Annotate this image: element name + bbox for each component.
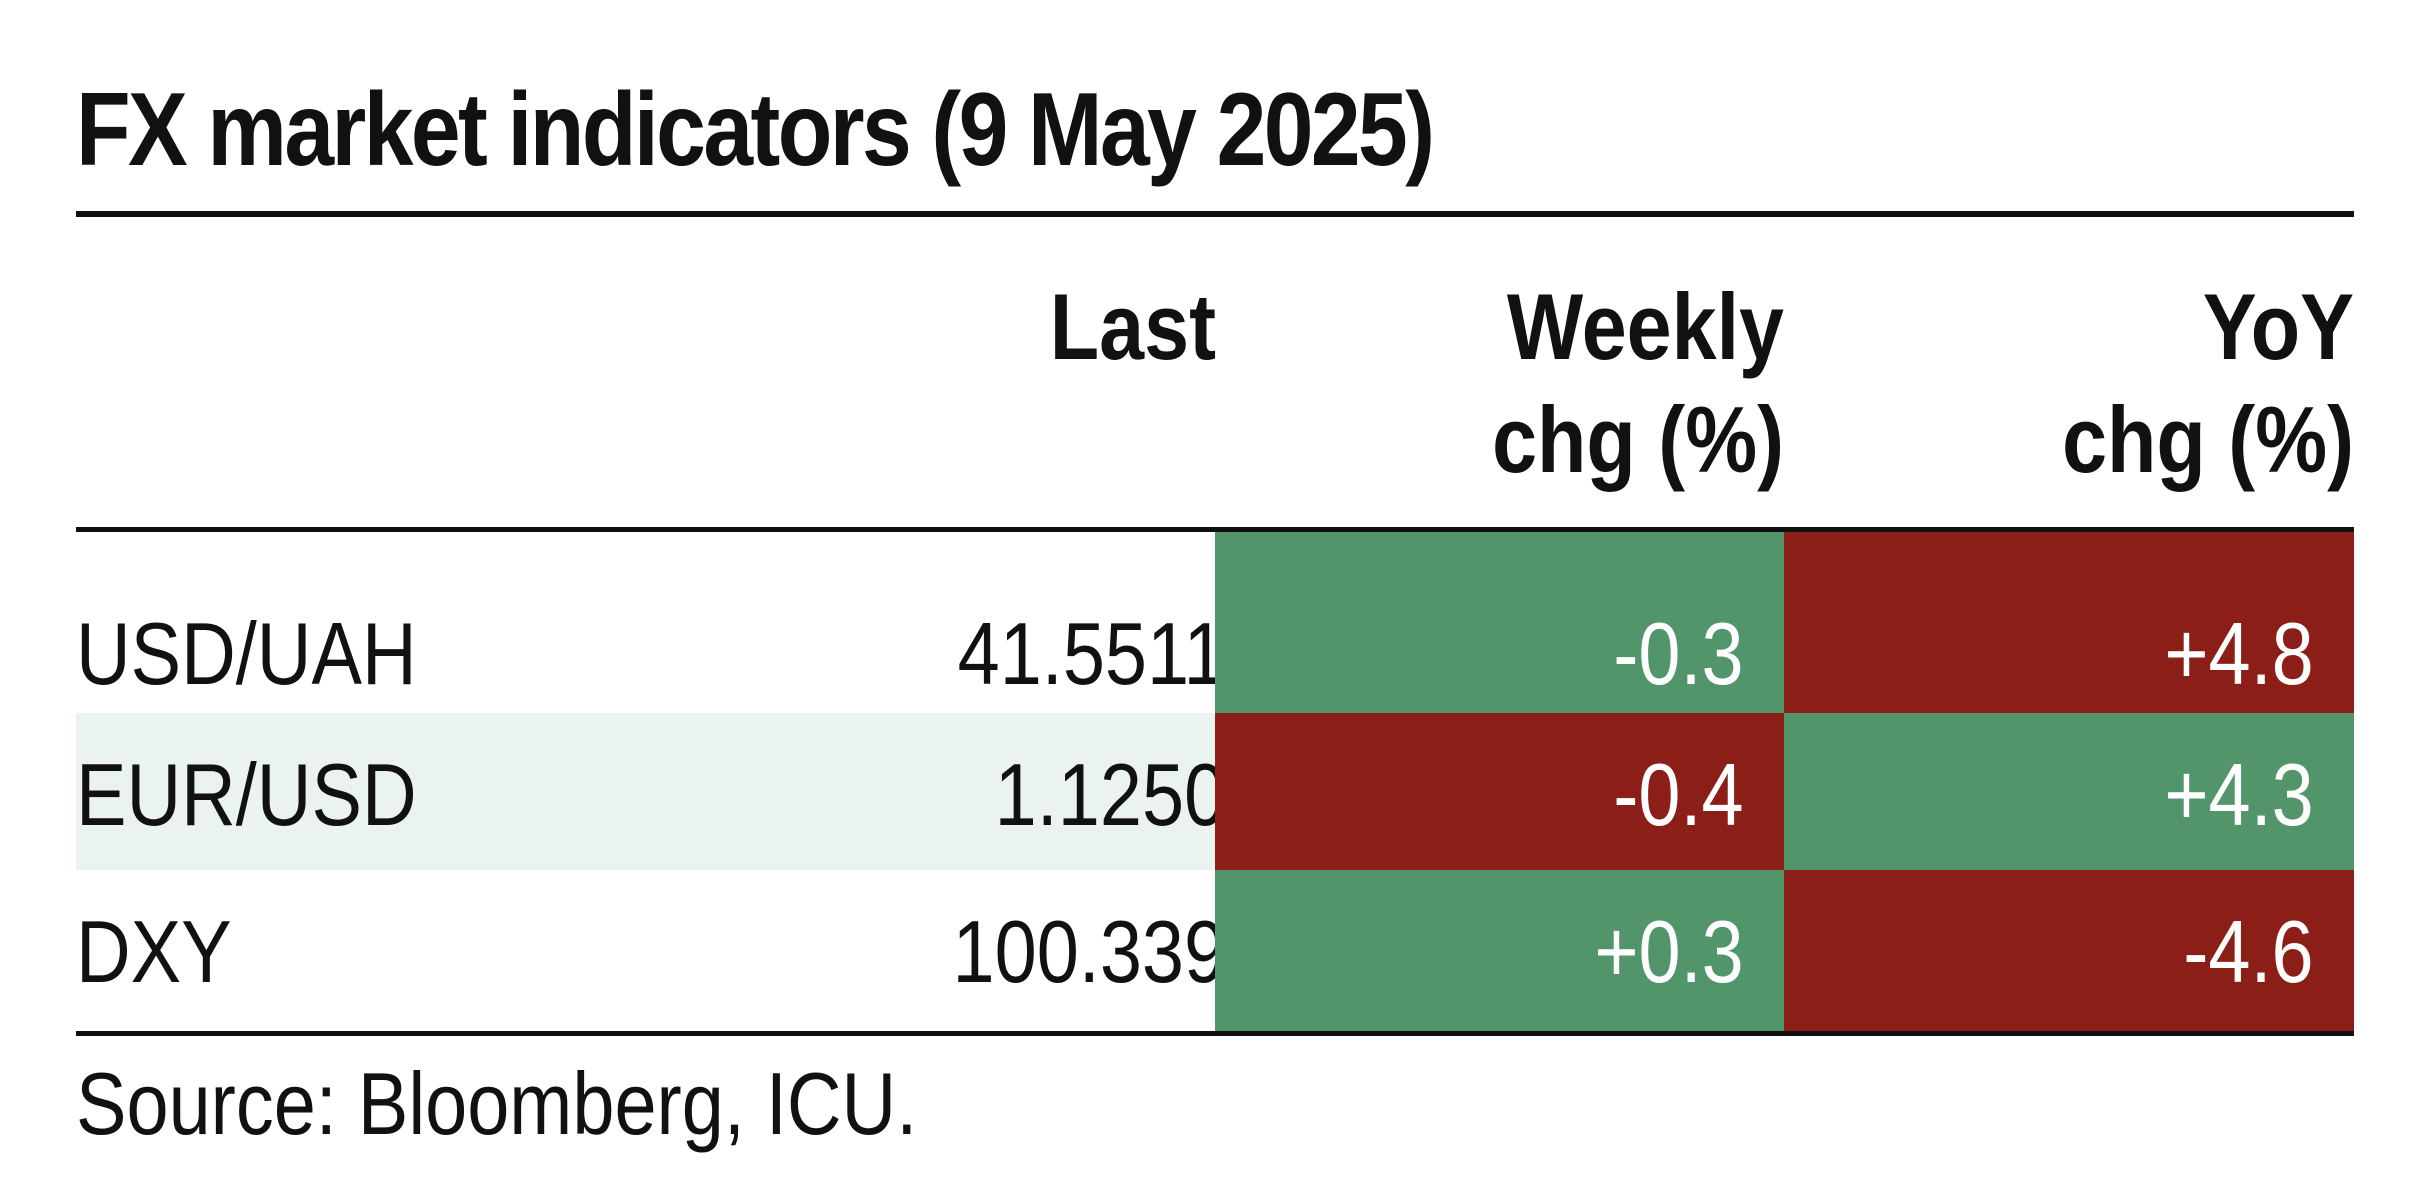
yoy-chg-value: -4.6 [2183, 902, 2314, 1001]
source-note: Source: Bloomberg, ICU. [76, 1054, 918, 1153]
last-value: 41.5511 [958, 604, 1226, 703]
yoy-chg-cell: -4.6 [1784, 870, 2354, 1031]
column-header-last: Last [1049, 274, 1216, 379]
table-row-usd-uah: USD/UAH 41.5511 -0.3 +4.8 [76, 532, 2354, 713]
weekly-chg-value: +0.3 [1594, 902, 1744, 1001]
pair-label: EUR/USD [76, 745, 417, 844]
pair-label: DXY [76, 902, 232, 1001]
weekly-chg-cell: -0.3 [1215, 532, 1784, 713]
column-header-yoy-chg: YoY chg (%) [2062, 274, 2354, 492]
bottom-rule [76, 1031, 2354, 1036]
top-rule [76, 211, 2354, 217]
yoy-chg-value: +4.3 [2164, 745, 2314, 844]
column-header-weekly-chg: Weekly chg (%) [1492, 274, 1784, 492]
yoy-chg-cell: +4.3 [1784, 713, 2354, 870]
header-rule [76, 527, 2354, 532]
yoy-chg-cell: +4.8 [1784, 532, 2354, 713]
table-title: FX market indicators (9 May 2025) [76, 72, 1435, 188]
last-value: 1.1250 [994, 745, 1226, 844]
weekly-chg-cell: -0.4 [1215, 713, 1784, 870]
yoy-chg-value: +4.8 [2164, 604, 2314, 703]
weekly-chg-value: -0.4 [1613, 745, 1744, 844]
table-row-eur-usd: EUR/USD 1.1250 -0.4 +4.3 [76, 713, 2354, 870]
weekly-chg-cell: +0.3 [1215, 870, 1784, 1031]
weekly-chg-value: -0.3 [1613, 604, 1744, 703]
pair-label: USD/UAH [76, 604, 417, 703]
last-value: 100.339 [952, 902, 1226, 1001]
table-row-dxy: DXY 100.339 +0.3 -4.6 [76, 870, 2354, 1031]
